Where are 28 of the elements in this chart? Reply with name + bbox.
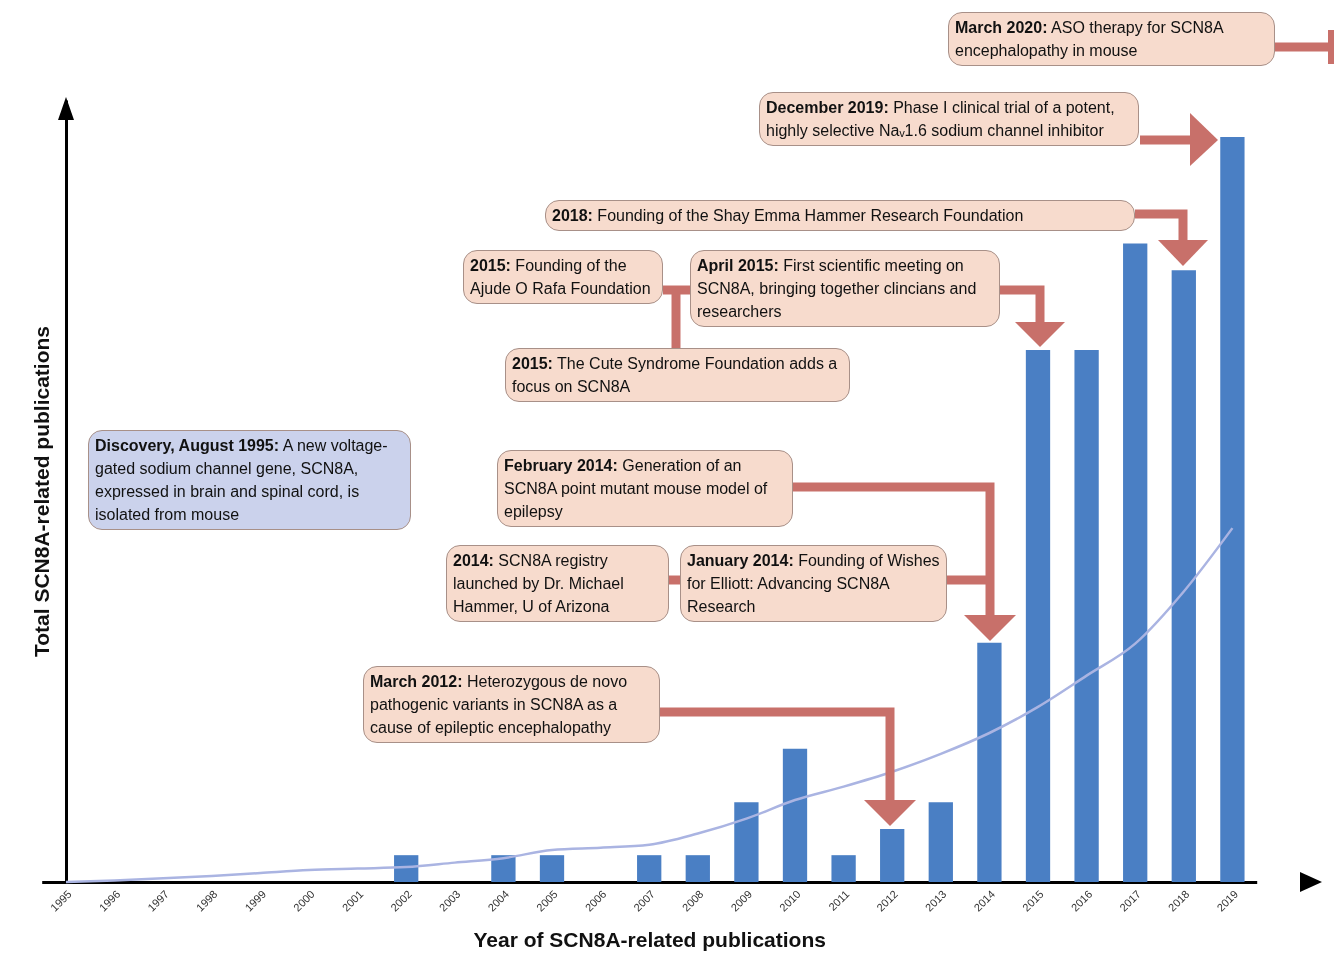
callout-box: April 2015: First scientific meeting on SCN8A, bringing together clincians and researchers: [690, 250, 1000, 327]
bar: [1123, 243, 1148, 882]
bar: [637, 855, 662, 882]
bar: [734, 802, 759, 882]
y-axis-title: Total SCN8A-related publications: [29, 326, 53, 657]
bar: [1025, 350, 1051, 882]
callout-box: Discovery, August 1995: A new voltage-gated sodium channel gene, SCN8A, expressed in brain and spinal cord, is isolated from mouse: [88, 430, 411, 530]
callout-box: February 2014: Generation of an SCN8A point mutant mouse model of epilepsy: [497, 450, 793, 527]
callout-box: January 2014: Founding of Wishes for Elliott: Advancing SCN8A Research: [680, 545, 947, 622]
bar: [1074, 350, 1099, 882]
bar: [685, 855, 710, 882]
bar: [1171, 270, 1196, 882]
bar: [928, 802, 953, 882]
bar: [880, 829, 905, 882]
bar: [1220, 137, 1245, 882]
bar: [782, 748, 808, 882]
callout-box: 2015: Founding of the Ajude O Rafa Foundation: [463, 250, 663, 304]
bar: [831, 855, 856, 882]
bar: [394, 855, 419, 882]
callout-box: March 2020: ASO therapy for SCN8A encephalopathy in mouse: [948, 12, 1275, 66]
bar: [491, 855, 516, 882]
x-axis-title: Year of SCN8A-related publications: [473, 927, 826, 951]
callout-box: 2018: Founding of the Shay Emma Hammer Research Foundation: [545, 200, 1135, 231]
callout-box: March 2012: Heterozygous de novo pathogenic variants in SCN8A as a cause of epileptic encephalopathy: [363, 666, 660, 743]
callout-box: December 2019: Phase I clinical trial of a potent, highly selective Naᵥ1.6 sodium channel inhibitor: [759, 92, 1139, 146]
callout-box: 2015: The Cute Syndrome Foundation adds a focus on SCN8A: [505, 348, 850, 402]
bar: [539, 855, 565, 882]
callout-box: 2014: SCN8A registry launched by Dr. Michael Hammer, U of Arizona: [446, 545, 669, 622]
